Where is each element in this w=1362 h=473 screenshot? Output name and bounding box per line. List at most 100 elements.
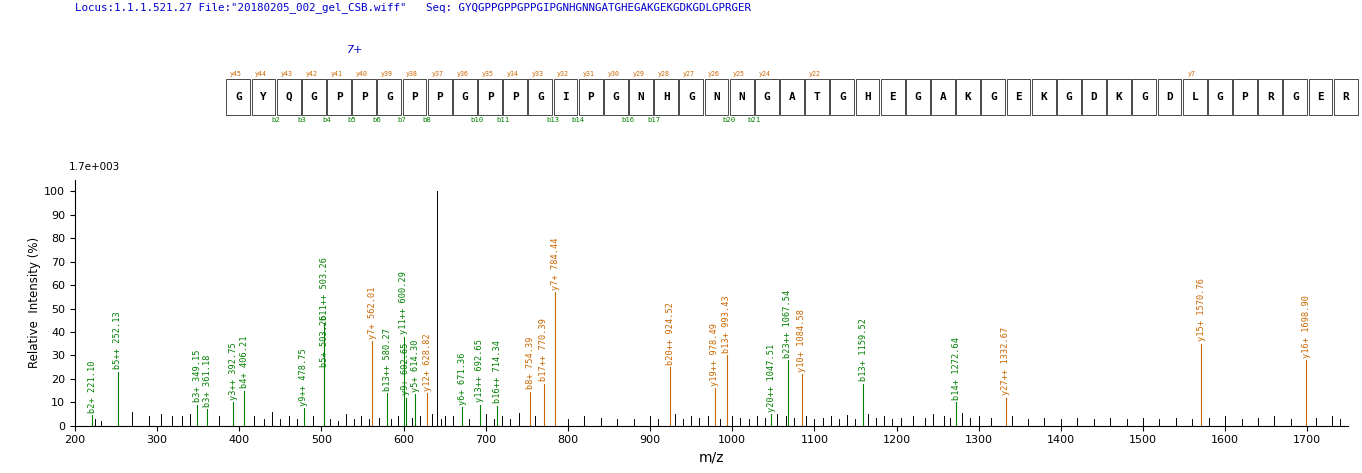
- Text: y6+ 671.36: y6+ 671.36: [458, 352, 467, 404]
- Text: y3++ 392.75: y3++ 392.75: [229, 342, 238, 400]
- Text: b21: b21: [748, 117, 761, 123]
- Text: I: I: [563, 92, 569, 102]
- Text: P: P: [1242, 92, 1249, 102]
- Text: b4+ 406.21: b4+ 406.21: [240, 336, 249, 388]
- Text: R: R: [1267, 92, 1273, 102]
- Text: b11: b11: [496, 117, 509, 123]
- Text: P: P: [335, 92, 342, 102]
- Text: y20++ 1047.51: y20++ 1047.51: [767, 343, 776, 412]
- Text: b13+ 1159.52: b13+ 1159.52: [859, 318, 868, 381]
- Text: K: K: [964, 92, 971, 102]
- Text: b17++ 770.39: b17++ 770.39: [539, 318, 548, 381]
- Text: Locus:1.1.1.521.27 File:"20180205_002_gel_CSB.wiff"   Seq: GYQGPPGPPGPPGIPGNHGNN: Locus:1.1.1.521.27 File:"20180205_002_ge…: [75, 2, 750, 13]
- Text: b3+ 349.15: b3+ 349.15: [193, 350, 202, 402]
- Text: y7: y7: [1188, 71, 1196, 77]
- Text: G: G: [688, 92, 695, 102]
- X-axis label: m/z: m/z: [699, 451, 725, 465]
- Text: y25: y25: [733, 71, 745, 77]
- Text: y28: y28: [658, 71, 670, 77]
- Text: N: N: [738, 92, 745, 102]
- Text: y31: y31: [582, 71, 594, 77]
- Text: y22: y22: [809, 71, 821, 77]
- Text: y39: y39: [381, 71, 392, 77]
- Text: G: G: [764, 92, 771, 102]
- Text: y9++ 478.75: y9++ 478.75: [300, 348, 308, 406]
- Text: y35: y35: [482, 71, 493, 77]
- Text: Q: Q: [285, 92, 291, 102]
- Text: y13++ 692.65: y13++ 692.65: [475, 339, 484, 402]
- Text: y11++ 600.29: y11++ 600.29: [399, 272, 409, 334]
- Text: b4: b4: [321, 117, 331, 123]
- Text: y41: y41: [331, 71, 342, 77]
- Text: H: H: [663, 92, 670, 102]
- Text: b3+ 361.18: b3+ 361.18: [203, 354, 212, 407]
- Y-axis label: Relative  Intensity (%): Relative Intensity (%): [29, 237, 41, 368]
- Text: D: D: [1091, 92, 1098, 102]
- Text: P: P: [436, 92, 443, 102]
- Text: y44: y44: [255, 71, 267, 77]
- Text: P: P: [512, 92, 519, 102]
- Text: b17: b17: [647, 117, 661, 123]
- Text: A: A: [940, 92, 947, 102]
- Text: G: G: [1216, 92, 1223, 102]
- Text: b2+ 221.10: b2+ 221.10: [87, 360, 97, 413]
- Text: y40: y40: [355, 71, 368, 77]
- Text: E: E: [889, 92, 896, 102]
- Text: P: P: [411, 92, 418, 102]
- Text: b23++ 1067.54: b23++ 1067.54: [783, 289, 793, 358]
- Text: y12+ 628.82: y12+ 628.82: [422, 333, 432, 391]
- Text: y15+ 1570.76: y15+ 1570.76: [1197, 279, 1205, 342]
- Text: K: K: [1041, 92, 1047, 102]
- Text: y38: y38: [406, 71, 418, 77]
- Text: y29: y29: [632, 71, 644, 77]
- Text: y9+ 602.65: y9+ 602.65: [402, 343, 410, 395]
- Text: G: G: [462, 92, 469, 102]
- Text: R: R: [1343, 92, 1348, 102]
- Text: G: G: [839, 92, 846, 102]
- Text: y26: y26: [708, 71, 720, 77]
- Text: b16++ 714.34: b16++ 714.34: [493, 341, 503, 403]
- Text: G: G: [914, 92, 921, 102]
- Text: b3: b3: [297, 117, 305, 123]
- Text: P: P: [486, 92, 493, 102]
- Text: G: G: [1065, 92, 1072, 102]
- Text: b5+ 503.26: b5+ 503.26: [320, 315, 328, 367]
- Text: G: G: [613, 92, 620, 102]
- Text: Y: Y: [260, 92, 267, 102]
- Text: G: G: [236, 92, 241, 102]
- Text: y30: y30: [607, 71, 620, 77]
- Text: y19++ 978.49: y19++ 978.49: [710, 323, 719, 386]
- Text: E: E: [1317, 92, 1324, 102]
- Text: G: G: [311, 92, 317, 102]
- Text: y10+ 1084.58: y10+ 1084.58: [797, 309, 806, 372]
- Text: b14+ 1272.64: b14+ 1272.64: [952, 337, 960, 400]
- Text: b10: b10: [471, 117, 484, 123]
- Text: b13++ 580.27: b13++ 580.27: [383, 328, 392, 391]
- Text: G: G: [385, 92, 392, 102]
- Text: y16+ 1698.90: y16+ 1698.90: [1302, 295, 1310, 358]
- Text: y36: y36: [456, 71, 469, 77]
- Text: N: N: [714, 92, 720, 102]
- Text: 7+: 7+: [346, 44, 364, 54]
- Text: T: T: [813, 92, 820, 102]
- Text: b6: b6: [372, 117, 381, 123]
- Text: y7+ 562.01: y7+ 562.01: [368, 287, 377, 339]
- Text: y43: y43: [281, 71, 293, 77]
- Text: y37: y37: [432, 71, 443, 77]
- Text: y34: y34: [507, 71, 519, 77]
- Text: b5: b5: [347, 117, 355, 123]
- Text: H: H: [864, 92, 870, 102]
- Text: b8: b8: [422, 117, 432, 123]
- Text: b20: b20: [722, 117, 735, 123]
- Text: N: N: [637, 92, 644, 102]
- Text: y33: y33: [531, 71, 543, 77]
- Text: D: D: [1166, 92, 1173, 102]
- Text: b20++ 924.52: b20++ 924.52: [666, 302, 674, 365]
- Text: b2: b2: [272, 117, 281, 123]
- Text: y24: y24: [759, 71, 771, 77]
- Text: P: P: [587, 92, 594, 102]
- Text: b13+ 993.43: b13+ 993.43: [722, 295, 731, 353]
- Text: G: G: [990, 92, 997, 102]
- Text: b16: b16: [622, 117, 635, 123]
- Text: b14: b14: [572, 117, 584, 123]
